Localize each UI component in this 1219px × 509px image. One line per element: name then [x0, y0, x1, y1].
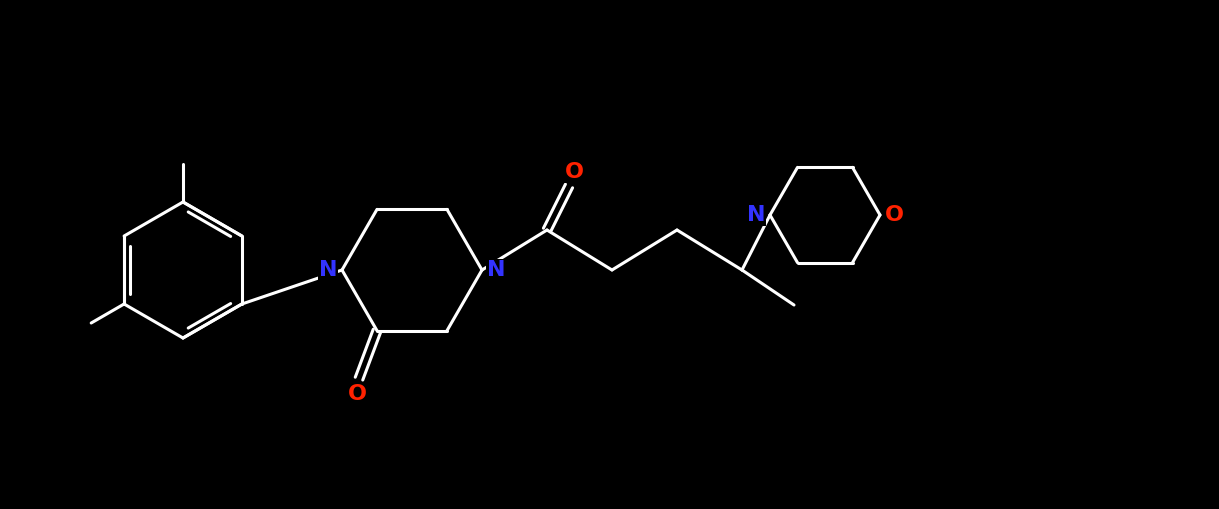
- Text: N: N: [318, 260, 338, 280]
- Text: N: N: [486, 260, 505, 280]
- Text: O: O: [347, 384, 367, 404]
- Text: O: O: [885, 205, 903, 225]
- Text: O: O: [564, 162, 584, 182]
- Text: N: N: [747, 205, 766, 225]
